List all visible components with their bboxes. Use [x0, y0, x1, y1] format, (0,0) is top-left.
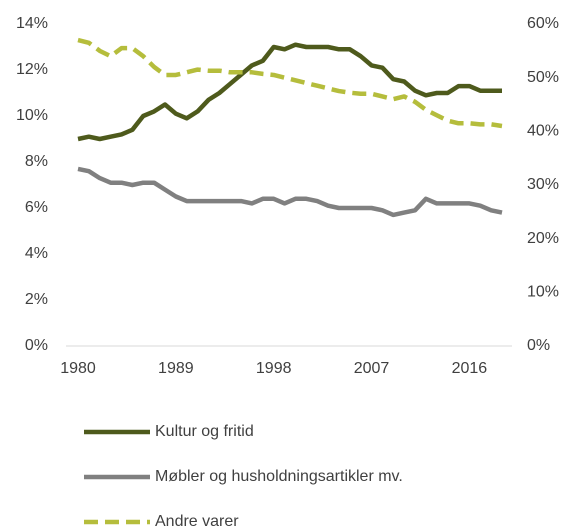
y-tick-label: 6%: [25, 199, 48, 216]
y-tick-label: 10%: [16, 107, 48, 124]
x-tick-label: 2007: [354, 360, 390, 377]
series-line: [77, 42, 502, 142]
x-tick-label: 1989: [158, 360, 194, 377]
y-tick-label: 8%: [25, 153, 48, 170]
x-tick-label: 1998: [256, 360, 292, 377]
y2-tick-label: 60%: [527, 15, 559, 32]
series-line: [77, 166, 503, 218]
y2-tick-label: 0%: [527, 337, 550, 354]
legend-label: Andre varer: [155, 513, 239, 529]
y-tick-label: 0%: [25, 337, 48, 354]
y2-tick-label: 30%: [527, 176, 559, 193]
legend-label: Kultur og fritid: [155, 423, 254, 440]
y-tick-label: 12%: [16, 61, 48, 78]
y2-tick-label: 10%: [527, 284, 559, 301]
x-tick-label: 1980: [60, 360, 96, 377]
y2-tick-label: 50%: [527, 69, 559, 86]
y-tick-label: 2%: [25, 291, 48, 308]
y-tick-label: 14%: [16, 15, 48, 32]
series-line: [77, 37, 503, 129]
x-tick-label: 2016: [452, 360, 488, 377]
legend-label: Møbler og husholdningsartikler mv.: [155, 468, 403, 485]
y2-tick-label: 40%: [527, 123, 559, 140]
y-tick-label: 4%: [25, 245, 48, 262]
y2-tick-label: 20%: [527, 230, 559, 247]
